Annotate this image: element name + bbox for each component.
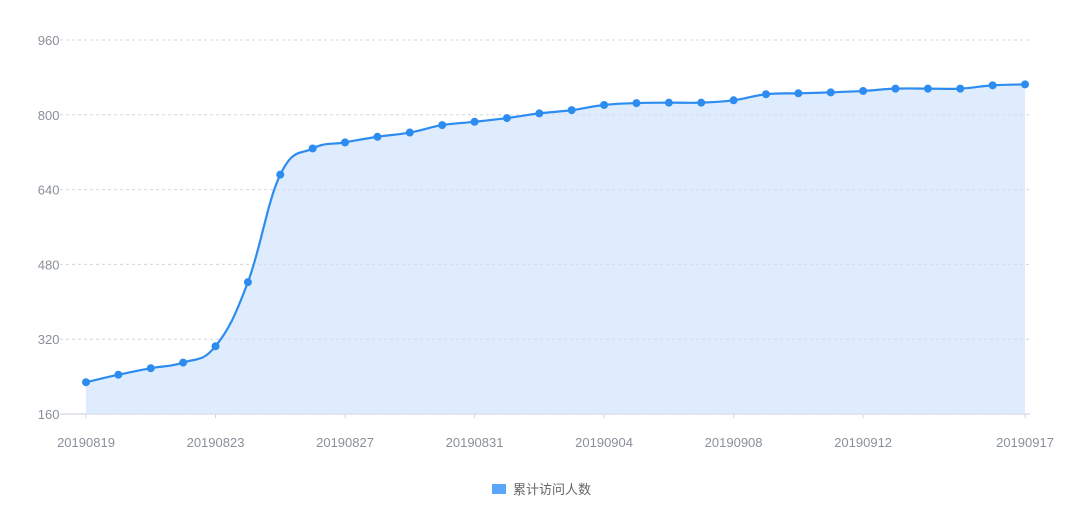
svg-text:800: 800 bbox=[38, 108, 60, 123]
svg-text:160: 160 bbox=[38, 407, 60, 422]
svg-text:20190904: 20190904 bbox=[575, 435, 633, 450]
svg-text:640: 640 bbox=[38, 183, 60, 198]
svg-text:20190823: 20190823 bbox=[187, 435, 245, 450]
svg-text:960: 960 bbox=[38, 33, 60, 48]
svg-text:20190917: 20190917 bbox=[996, 435, 1054, 450]
svg-text:320: 320 bbox=[38, 332, 60, 347]
svg-text:20190827: 20190827 bbox=[316, 435, 374, 450]
svg-text:20190819: 20190819 bbox=[57, 435, 115, 450]
svg-text:480: 480 bbox=[38, 257, 60, 272]
svg-text:20190912: 20190912 bbox=[834, 435, 892, 450]
svg-text:20190831: 20190831 bbox=[446, 435, 504, 450]
svg-text:20190908: 20190908 bbox=[705, 435, 763, 450]
